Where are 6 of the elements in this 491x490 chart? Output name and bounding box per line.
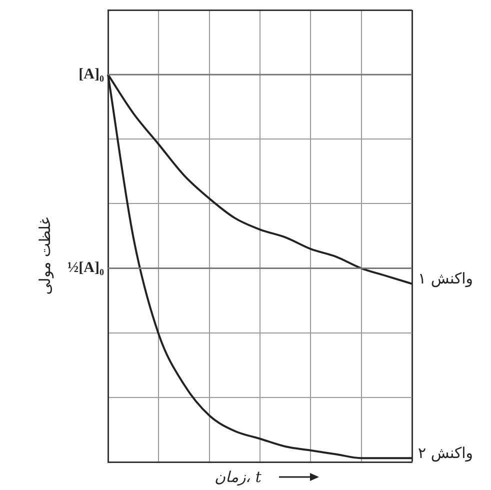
series-label: واکنش ۱ bbox=[418, 270, 474, 288]
x-axis-title: زمان، t bbox=[214, 468, 262, 486]
ref-line-label: [A]₀ bbox=[78, 66, 104, 82]
ref-line-label: ½[A]₀ bbox=[67, 260, 104, 276]
series-label: واکنش ۲ bbox=[418, 444, 474, 462]
y-axis-title: غلظت مولی bbox=[36, 217, 54, 295]
